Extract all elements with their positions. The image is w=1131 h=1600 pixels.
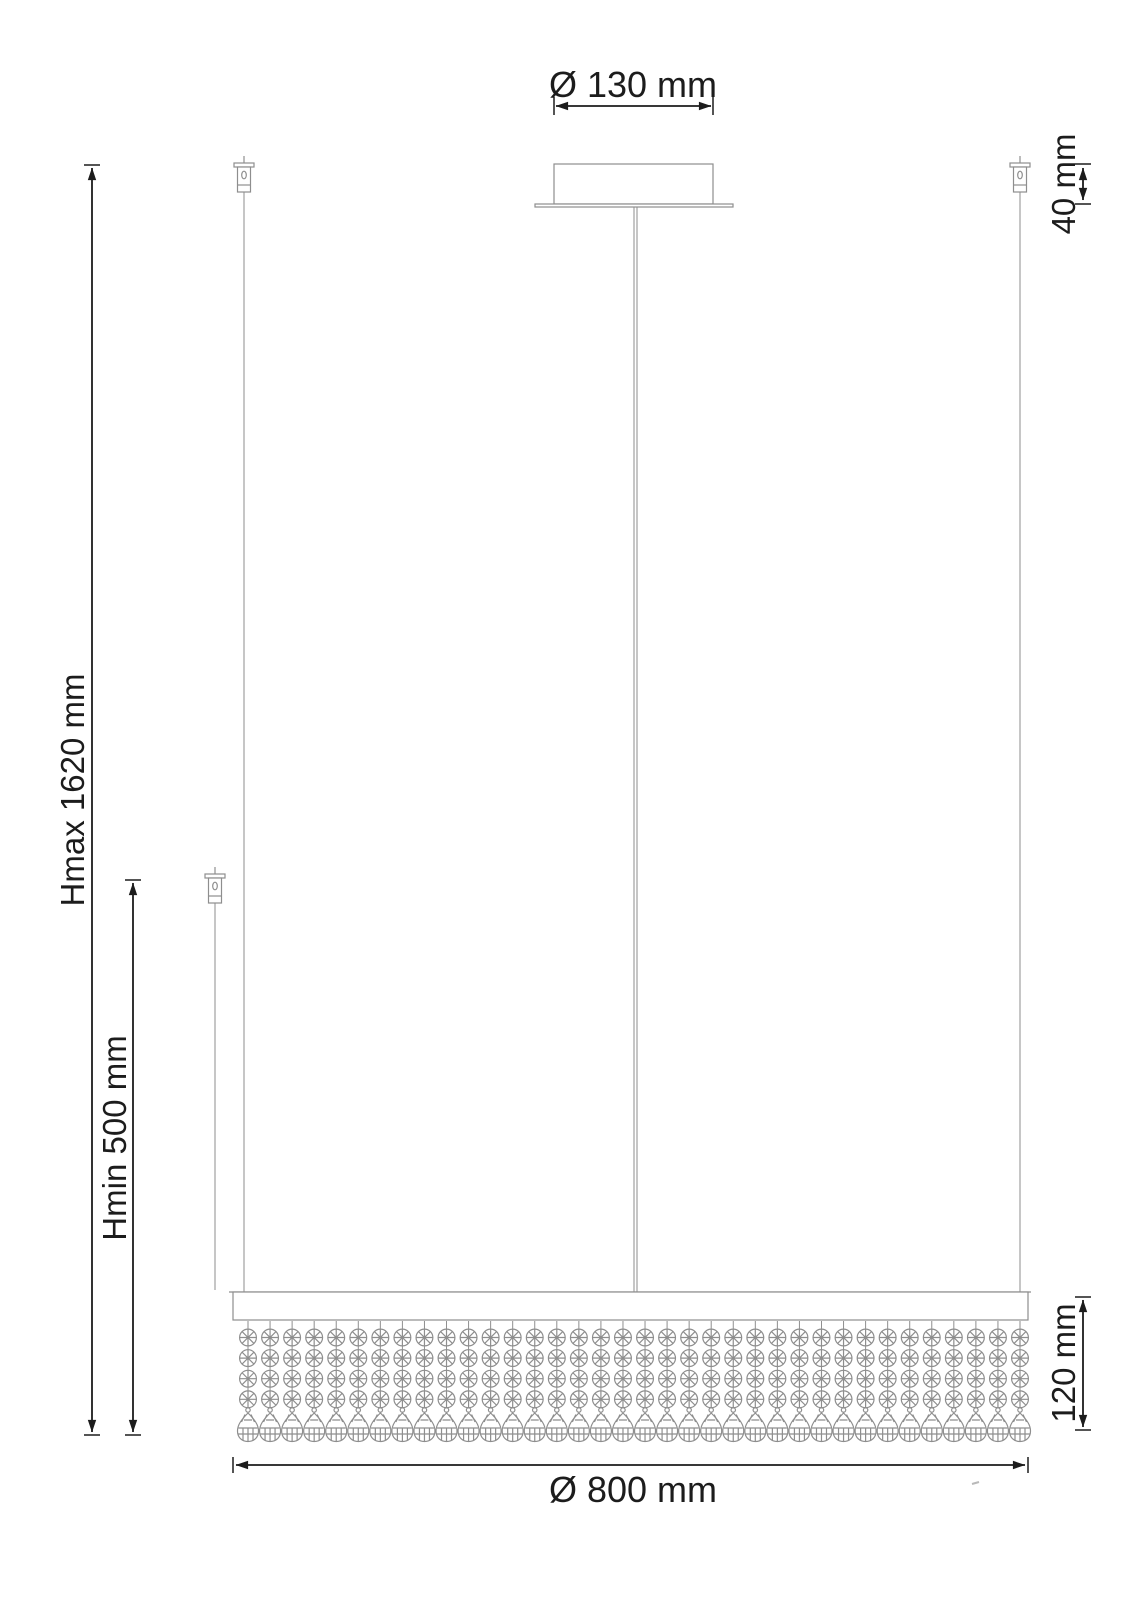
crystal-strand [722,1321,745,1443]
canopy-body [553,163,714,205]
cable-gripper-middle [204,866,226,904]
crystal-strand [391,1321,414,1443]
dim-label-canopy-diameter: Ø 130 mm [549,64,717,105]
dim-label-crystal-height: 120 mm [1045,1303,1082,1422]
dim-label-fixture-diameter: Ø 800 mm [549,1469,717,1510]
fixture-bar [229,1291,1031,1321]
dim-crystal-height: 120 mm [1045,1296,1091,1431]
crystal-strand [633,1321,657,1443]
crystal-strand [413,1321,436,1443]
crystal-strand [236,1321,260,1443]
crystal-strand [920,1321,943,1443]
crystal-strand [766,1321,789,1443]
crystal-strand [876,1321,899,1443]
suspension-rod [633,207,638,1292]
dim-height-max: Hmax 1620 mm [54,164,100,1436]
crystal-strand [700,1321,723,1443]
crystal-strand [744,1321,767,1443]
ceiling-canopy [534,163,734,208]
crystal-strands [236,1321,1032,1443]
crystal-strand [303,1321,326,1443]
crystal-strand [788,1321,811,1443]
dim-label-height-max: Hmax 1620 mm [54,674,91,907]
crystal-strand [832,1321,855,1443]
crystal-strand [281,1321,304,1443]
crystal-strand [942,1321,965,1443]
crystal-strand [898,1321,921,1443]
dim-height-min: Hmin 500 mm [96,879,141,1436]
crystal-strand [655,1321,679,1443]
dim-canopy-height: 40 mm [1045,134,1091,235]
crystal-strand [1008,1321,1032,1443]
cable-gripper-left [233,155,255,193]
crystal-strand [854,1321,877,1443]
dim-fixture-diameter: Ø 800 mm [232,1457,1029,1510]
crystal-strand [964,1321,987,1443]
canopy-base-plate [534,203,734,208]
crystal-strand [369,1321,392,1443]
crystal-strand [678,1321,701,1443]
crystal-strand [810,1321,833,1443]
crystal-strand [611,1321,635,1443]
crystal-strand [501,1321,524,1443]
crystal-strand [435,1321,458,1443]
crystal-strand [457,1321,480,1443]
cable-gripper-right [1009,155,1031,193]
crystal-strand [347,1321,370,1443]
crystal-strand [325,1321,348,1443]
dim-label-canopy-height: 40 mm [1045,134,1082,235]
dim-canopy-diameter: Ø 130 mm [549,64,717,115]
crystal-strand [567,1321,590,1443]
crystal-strand [523,1321,546,1443]
print-speck [971,1481,980,1485]
crystal-strand [479,1321,502,1443]
crystal-strand [589,1321,613,1443]
crystal-strand [986,1321,1010,1443]
dim-label-height-min: Hmin 500 mm [96,1035,133,1240]
crystal-strand [545,1321,568,1443]
crystal-strand [258,1321,282,1443]
